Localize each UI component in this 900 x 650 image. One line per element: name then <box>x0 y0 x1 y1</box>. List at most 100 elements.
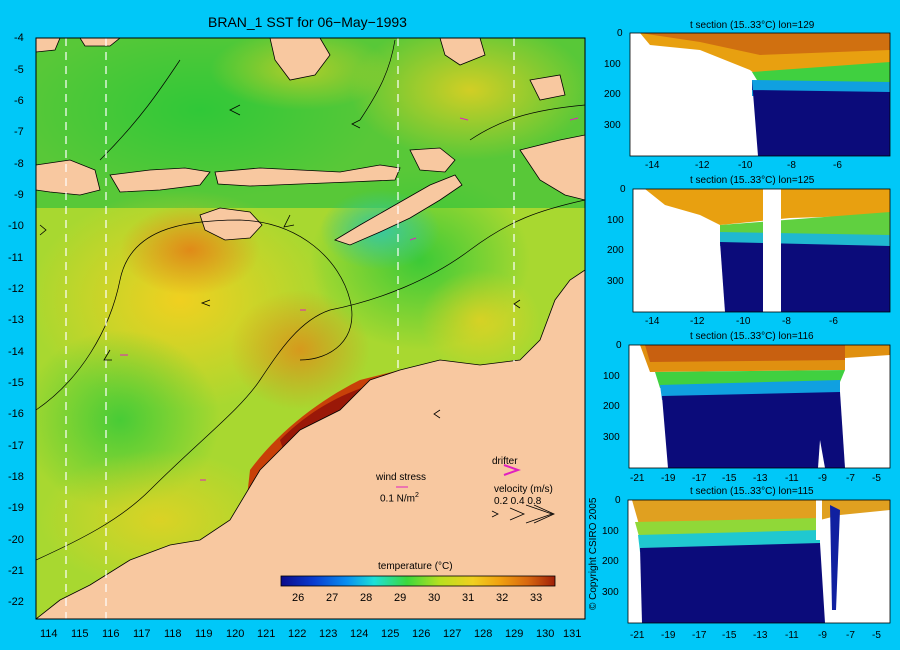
colorbar-tick: 26 <box>292 592 305 604</box>
lon-tick: 116 <box>102 628 120 640</box>
lat-tick: -21 <box>8 565 24 577</box>
depth-tick: 300 <box>602 587 619 598</box>
depth-tick: 0 <box>620 184 626 195</box>
x-tick: -6 <box>833 160 842 171</box>
x-tick: -9 <box>818 630 827 641</box>
x-tick: -21 <box>630 630 645 641</box>
lat-tick: -7 <box>14 126 24 138</box>
lon-tick: 122 <box>288 628 307 640</box>
section-title-3: t section (15..33°C) lon=116 <box>690 331 814 342</box>
lat-tick: -22 <box>8 596 24 608</box>
section-panel-1 <box>629 32 891 157</box>
lon-tick: 129 <box>505 628 524 640</box>
x-tick: -19 <box>661 630 676 641</box>
x-tick: -15 <box>722 630 737 641</box>
colorbar-tick: 32 <box>496 592 509 604</box>
x-tick: -14 <box>645 316 660 327</box>
lon-tick: 128 <box>474 628 493 640</box>
x-tick: -17 <box>692 473 707 484</box>
x-tick: -8 <box>787 160 796 171</box>
colorbar-label: temperature (°C) <box>378 561 453 572</box>
lat-tick: -18 <box>8 471 24 483</box>
depth-tick: 0 <box>617 28 623 39</box>
colorbar-tick: 28 <box>360 592 373 604</box>
lon-tick: 119 <box>195 628 213 640</box>
colorbar-tick: 31 <box>462 592 475 604</box>
lat-tick: -9 <box>14 189 24 201</box>
wind-stress-label: wind stress <box>376 472 427 483</box>
depth-tick: 200 <box>603 401 620 412</box>
x-tick: -6 <box>829 316 838 327</box>
section-panel-3 <box>628 344 891 469</box>
depth-tick: 200 <box>604 89 621 100</box>
x-tick: -11 <box>785 630 799 641</box>
lat-tick: -5 <box>14 64 24 76</box>
colorbar-tick: 29 <box>394 592 407 604</box>
lon-tick: 114 <box>40 628 58 640</box>
x-tick: -10 <box>736 316 751 327</box>
drifter-label: drifter <box>492 456 518 467</box>
depth-tick: 100 <box>607 215 624 226</box>
lon-tick: 130 <box>536 628 555 640</box>
colorbar-tick: 30 <box>428 592 441 604</box>
lon-tick: 121 <box>257 628 276 640</box>
lon-tick: 115 <box>71 628 89 640</box>
lat-tick: -15 <box>8 377 24 389</box>
x-tick: -21 <box>630 473 645 484</box>
lon-tick: 127 <box>443 628 462 640</box>
x-tick: -8 <box>782 316 791 327</box>
copyright: © Copyright CSIRO 2005 <box>588 497 599 610</box>
section-title-1: t section (15..33°C) lon=129 <box>690 20 815 31</box>
lon-tick: 123 <box>319 628 338 640</box>
x-tick: -13 <box>753 630 768 641</box>
x-tick: -5 <box>872 630 881 641</box>
depth-tick: 100 <box>602 526 619 537</box>
x-tick: -19 <box>661 473 676 484</box>
section-title-4: t section (15..33°C) lon=115 <box>690 486 814 497</box>
lon-tick: 125 <box>381 628 400 640</box>
x-tick: -14 <box>645 160 660 171</box>
x-tick: -15 <box>722 473 737 484</box>
x-tick: -7 <box>846 473 855 484</box>
lat-tick: -16 <box>8 408 24 420</box>
lon-tick: 131 <box>563 628 582 640</box>
x-tick: -12 <box>690 316 705 327</box>
map-title: BRAN_1 SST for 06−May−1993 <box>208 14 407 30</box>
depth-tick: 100 <box>604 59 621 70</box>
depth-tick: 100 <box>603 371 620 382</box>
lat-tick: -4 <box>14 32 24 44</box>
x-tick: -9 <box>818 473 827 484</box>
lat-tick: -6 <box>14 95 24 107</box>
depth-tick: 200 <box>602 556 619 567</box>
colorbar-tick: 33 <box>530 592 543 604</box>
depth-tick: 300 <box>603 432 620 443</box>
wind-scale-value: 0.1 N/m <box>380 493 416 505</box>
section-panel-2 <box>632 188 891 313</box>
depth-tick: 300 <box>607 276 624 287</box>
x-tick: -10 <box>738 160 753 171</box>
depth-tick: 0 <box>615 495 621 506</box>
colorbar <box>280 575 556 587</box>
x-tick: -7 <box>846 630 855 641</box>
lon-tick: 120 <box>226 628 245 640</box>
x-tick: -11 <box>785 473 799 484</box>
section-title-2: t section (15..33°C) lon=125 <box>690 175 815 186</box>
lon-tick: 117 <box>133 628 151 640</box>
lon-tick: 124 <box>350 628 369 640</box>
lat-tick: -19 <box>8 502 24 514</box>
lat-tick: -11 <box>8 252 24 264</box>
section-panel-4 <box>627 499 891 624</box>
velocity-label: velocity (m/s) <box>494 484 553 495</box>
x-tick: -5 <box>872 473 881 484</box>
wind-scale-exponent: 2 <box>415 492 419 499</box>
x-tick: -12 <box>695 160 710 171</box>
x-tick: -17 <box>692 630 707 641</box>
depth-tick: 200 <box>607 245 624 256</box>
colorbar-tick: 27 <box>326 592 339 604</box>
lat-tick: -10 <box>8 220 24 232</box>
lat-tick: -13 <box>8 314 24 326</box>
lat-tick: -14 <box>8 346 24 358</box>
lat-tick: -17 <box>8 440 24 452</box>
lat-tick: -8 <box>14 158 24 170</box>
